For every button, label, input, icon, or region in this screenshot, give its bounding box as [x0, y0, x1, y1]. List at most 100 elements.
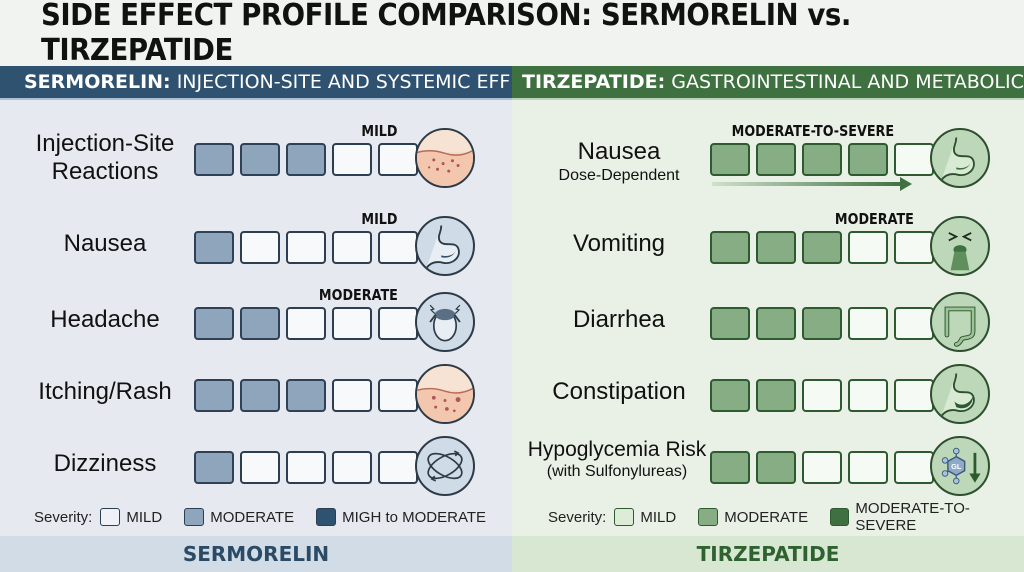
sermorelin-legend: Severity: MILD MODERATE MIGH to MODERATE — [0, 502, 512, 532]
severity-label: MODERATE — [319, 286, 398, 304]
meter-box — [756, 231, 796, 264]
severity-label: MILD — [361, 122, 398, 140]
legend-moderate-to-severe: MODERATE-TO-SEVERE — [830, 500, 1024, 534]
effect-label: Diarrhea — [572, 306, 666, 333]
meter-box — [894, 451, 934, 484]
dose-dependent-arrow — [712, 182, 902, 186]
legend-swatch — [184, 508, 205, 526]
severity-meter — [710, 379, 934, 412]
headache-icon — [415, 292, 475, 352]
meter-box — [378, 231, 418, 264]
legend-swatch — [100, 508, 121, 526]
vomiting-face-icon — [930, 216, 990, 276]
sermorelin-band-bold: SERMORELIN: — [24, 71, 171, 93]
meter-box — [710, 307, 750, 340]
meter-box — [378, 307, 418, 340]
legend-mild: MILD — [614, 508, 676, 526]
meter-box — [378, 143, 418, 176]
meter-box — [378, 379, 418, 412]
meter-box — [240, 307, 280, 340]
sermorelin-row-nausea: Nausea MILD — [0, 204, 512, 276]
meter-box — [756, 143, 796, 176]
sermorelin-band-text: INJECTION-SITE AND SYSTEMIC EFFECTS — [176, 71, 560, 93]
meter-box — [710, 379, 750, 412]
sermorelin-row-dizziness: Dizziness — [0, 424, 512, 496]
meter-box — [332, 143, 372, 176]
meter-box — [894, 143, 934, 176]
meter-box — [710, 231, 750, 264]
meter-box — [286, 451, 326, 484]
meter-box — [848, 143, 888, 176]
meter-box — [710, 451, 750, 484]
effect-label: Nausea — [63, 230, 147, 257]
legend-title: Severity: — [34, 508, 93, 526]
tirzepatide-header-band: TIRZEPATIDE: GASTROINTESTINAL AND METABO… — [512, 66, 1024, 100]
effect-label: Vomiting — [572, 230, 666, 257]
intestine-icon — [930, 292, 990, 352]
legend-moderate: MODERATE — [698, 508, 808, 526]
meter-box — [894, 307, 934, 340]
page-title: SIDE EFFECT PROFILE COMPARISON: SERMOREL… — [40, 0, 851, 68]
legend-swatch — [316, 508, 337, 526]
legend-moderate: MODERATE — [184, 508, 294, 526]
meter-box — [756, 307, 796, 340]
arrow-head-icon — [900, 177, 912, 191]
meter-box — [332, 451, 372, 484]
severity-meter — [710, 143, 934, 176]
stomach-icon — [930, 128, 990, 188]
meter-box — [802, 307, 842, 340]
severity-label: MODERATE-TO-SEVERE — [731, 122, 894, 140]
effect-label: Constipation — [552, 378, 686, 405]
tirzepatide-row-nausea: Nausea Dose-Dependent MODERATE-TO-SEVERE — [512, 116, 1024, 191]
effect-label: Injection-Site Reactions — [35, 130, 175, 185]
meter-box — [240, 231, 280, 264]
effect-label: Headache — [50, 306, 160, 333]
meter-box — [286, 143, 326, 176]
tirzepatide-footer: TIRZEPATIDE — [512, 536, 1024, 572]
severity-meter — [194, 231, 418, 264]
severity-meter — [710, 231, 934, 264]
severity-meter — [194, 143, 418, 176]
tirzepatide-legend: Severity: MILD MODERATE MODERATE-TO-SEVE… — [512, 500, 1024, 534]
severity-meter — [194, 307, 418, 340]
meter-box — [848, 379, 888, 412]
sermorelin-footer: SERMORELIN — [0, 536, 512, 572]
sermorelin-panel: SERMORELIN: INJECTION-SITE AND SYSTEMIC … — [0, 66, 559, 572]
dizziness-icon — [415, 436, 475, 496]
effect-label: Dizziness — [53, 450, 157, 477]
meter-box — [710, 143, 750, 176]
meter-box — [894, 231, 934, 264]
effect-label: Itching/Rash — [38, 378, 172, 405]
tirzepatide-panel: TIRZEPATIDE: GASTROINTESTINAL AND METABO… — [512, 66, 1024, 572]
meter-box — [802, 379, 842, 412]
meter-box — [802, 231, 842, 264]
meter-box — [194, 307, 234, 340]
meter-box — [848, 231, 888, 264]
severity-meter — [194, 451, 418, 484]
svg-text:GL: GL — [951, 462, 962, 471]
severity-meter — [710, 451, 934, 484]
tirzepatide-band-text: GASTROINTESTINAL AND METABOLIC EFFECTS — [671, 71, 1024, 93]
meter-box — [894, 379, 934, 412]
severity-meter — [710, 307, 934, 340]
sermorelin-row-headache: Headache MODERATE — [0, 280, 512, 352]
meter-box — [756, 451, 796, 484]
tirzepatide-row-hypoglycemia: Hypoglycemia Risk (with Sulfonylureas) GL — [512, 424, 1024, 496]
legend-swatch — [830, 508, 850, 526]
meter-box — [240, 143, 280, 176]
sermorelin-row-injection-site: Injection-Site Reactions MILD — [0, 116, 512, 188]
meter-box — [332, 307, 372, 340]
meter-box — [286, 231, 326, 264]
meter-box — [332, 231, 372, 264]
meter-box — [332, 379, 372, 412]
severity-label: MILD — [361, 210, 398, 228]
meter-box — [194, 451, 234, 484]
meter-box — [194, 379, 234, 412]
meter-box — [286, 379, 326, 412]
effect-label: Nausea Dose-Dependent — [558, 138, 680, 184]
legend-swatch — [614, 508, 635, 526]
tirzepatide-row-constipation: Constipation — [512, 352, 1024, 424]
meter-box — [240, 379, 280, 412]
meter-box — [286, 307, 326, 340]
stomach-icon — [415, 216, 475, 276]
